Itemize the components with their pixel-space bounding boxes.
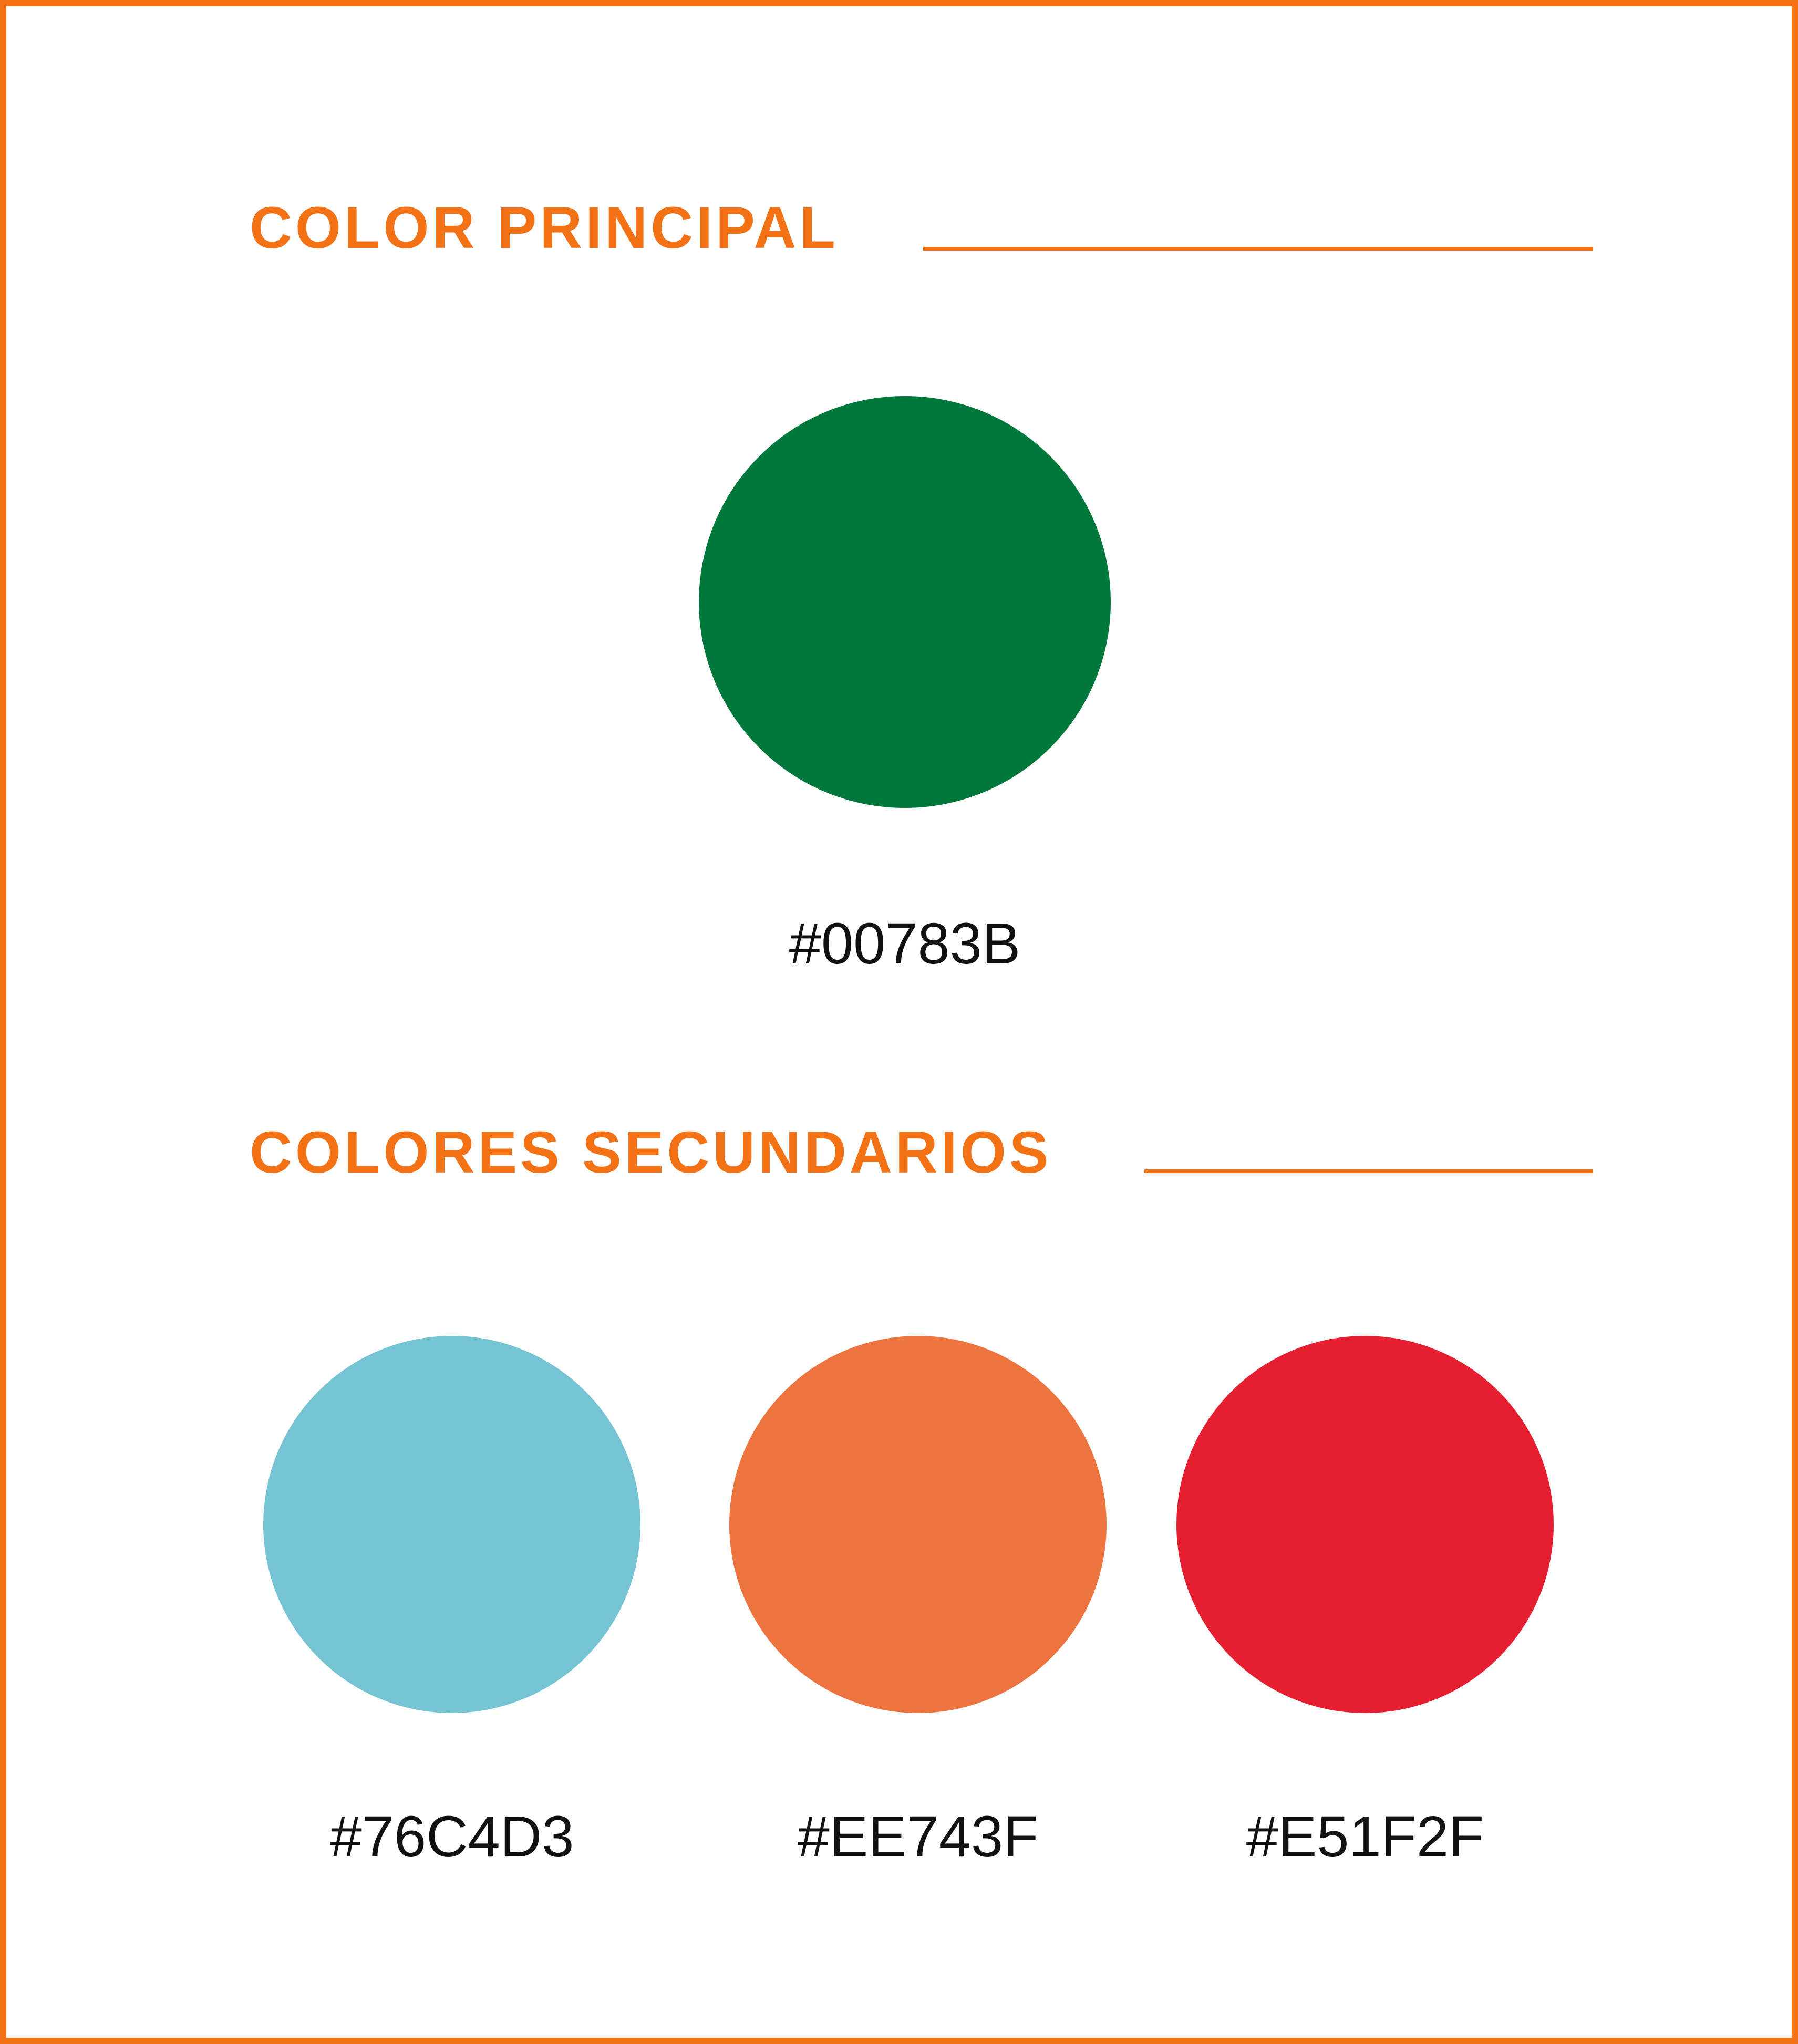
primary-heading-divider xyxy=(923,247,1593,251)
primary-color-heading: COLOR PRINCIPAL xyxy=(250,195,839,261)
secondary-color-hex-label-orange: #EE743F xyxy=(797,1804,1039,1869)
primary-color-swatch xyxy=(699,396,1111,808)
primary-color-hex-label: #00783B xyxy=(789,911,1021,976)
secondary-color-swatch-red xyxy=(1176,1336,1554,1713)
secondary-heading-divider xyxy=(1144,1169,1593,1173)
secondary-colors-heading: COLORES SECUNDARIOS xyxy=(250,1119,1052,1185)
secondary-color-hex-label-light-blue: #76C4D3 xyxy=(329,1804,574,1869)
secondary-color-swatch-light-blue xyxy=(263,1336,640,1713)
secondary-color-swatch-orange xyxy=(729,1336,1107,1713)
secondary-color-hex-label-red: #E51F2F xyxy=(1246,1804,1484,1869)
